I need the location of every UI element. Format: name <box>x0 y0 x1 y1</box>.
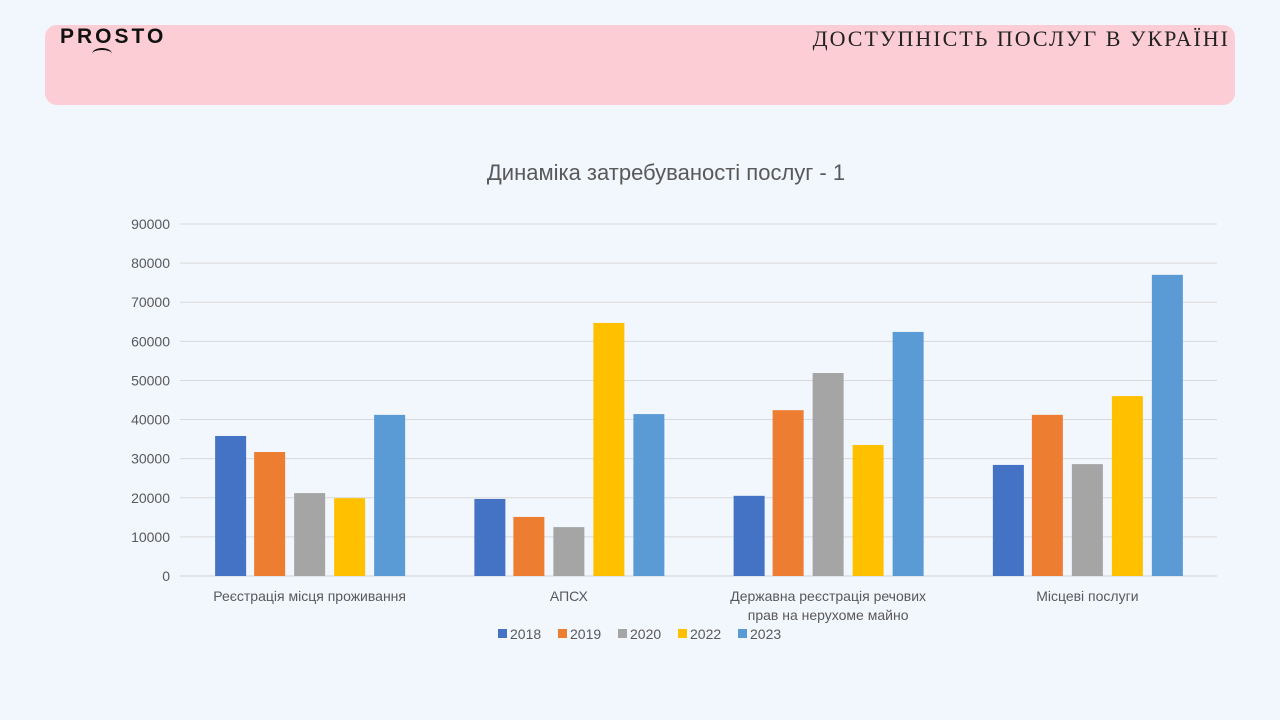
bar-2019 <box>772 410 804 576</box>
legend-label: 2022 <box>690 626 721 642</box>
legend-label: 2023 <box>750 626 781 642</box>
logo-smile-icon <box>92 48 112 60</box>
bar-2023 <box>1151 274 1183 576</box>
x-tick-label: прав на нерухоме майно <box>748 607 909 623</box>
legend-swatch-2020 <box>618 629 627 638</box>
page-title: ДОСТУПНІСТЬ ПОСЛУГ В УКРАЇНІ <box>812 26 1230 51</box>
bar-2020 <box>1071 464 1103 576</box>
x-tick-label: Місцеві послуги <box>1036 588 1138 604</box>
chart-title: Динаміка затребуваності послуг - 1 <box>487 160 845 185</box>
bar-2019 <box>1031 414 1063 576</box>
bar-2022 <box>852 444 884 576</box>
y-tick-label: 60000 <box>131 333 170 349</box>
bar-2018 <box>474 498 506 576</box>
bar-2023 <box>633 414 665 576</box>
bar-2020 <box>553 527 585 576</box>
y-tick-label: 50000 <box>131 372 170 388</box>
y-tick-label: 70000 <box>131 294 170 310</box>
bar-2019 <box>254 452 286 576</box>
bar-2020 <box>294 493 326 576</box>
logo: PROSTO <box>60 25 167 48</box>
bar-2018 <box>992 464 1024 576</box>
header-banner <box>45 25 1235 105</box>
y-tick-label: 80000 <box>131 255 170 271</box>
y-tick-label: 90000 <box>131 216 170 232</box>
y-tick-label: 0 <box>162 568 170 584</box>
y-tick-label: 20000 <box>131 490 170 506</box>
bar-2019 <box>513 516 545 576</box>
bar-2020 <box>812 373 844 576</box>
x-tick-label: Реєстрація місця проживання <box>213 588 406 604</box>
bar-2018 <box>733 495 765 576</box>
y-tick-label: 30000 <box>131 451 170 467</box>
bar-2022 <box>334 498 366 576</box>
legend-swatch-2018 <box>498 629 507 638</box>
legend-label: 2019 <box>570 626 601 642</box>
legend-swatch-2019 <box>558 629 567 638</box>
bar-2023 <box>374 414 406 576</box>
legend-swatch-2023 <box>738 629 747 638</box>
bar-2022 <box>1111 396 1143 576</box>
bar-2022 <box>593 322 625 576</box>
legend-label: 2020 <box>630 626 661 642</box>
x-tick-label: Державна реєстрація речових <box>730 588 926 604</box>
legend-label: 2018 <box>510 626 541 642</box>
x-tick-label: АПСХ <box>550 588 589 604</box>
y-tick-label: 10000 <box>131 529 170 545</box>
bar-2023 <box>892 331 924 576</box>
bar-2018 <box>215 435 247 576</box>
legend-swatch-2022 <box>678 629 687 638</box>
y-tick-label: 40000 <box>131 412 170 428</box>
